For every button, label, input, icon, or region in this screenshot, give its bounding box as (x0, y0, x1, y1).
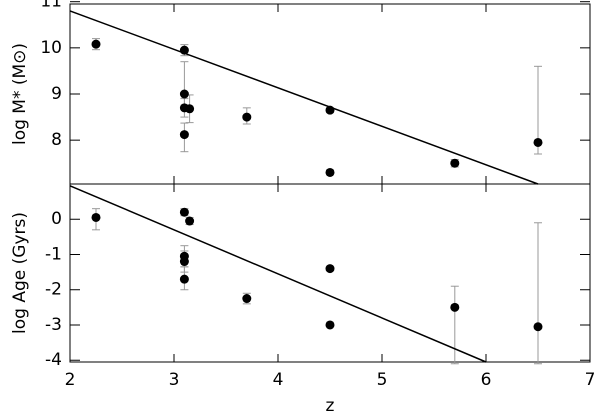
x-axis-label: z (326, 396, 335, 416)
data-point (179, 207, 189, 217)
x-tick-label: 4 (273, 370, 284, 390)
y-tick-label: 0 (51, 209, 62, 229)
y-tick-label: -2 (45, 280, 62, 300)
data-point (179, 257, 189, 267)
data-point (179, 89, 189, 99)
data-point (179, 274, 189, 284)
data-point (185, 104, 195, 114)
data-point (91, 39, 101, 49)
data-point (242, 294, 252, 304)
data-point (450, 302, 460, 312)
x-tick-label: 6 (481, 370, 492, 390)
y-tick-label: -3 (45, 315, 62, 335)
y-tick-label: 9 (51, 84, 62, 104)
x-tick-label: 2 (65, 370, 76, 390)
data-point (91, 212, 101, 222)
data-point (179, 130, 189, 140)
data-point (325, 264, 335, 274)
y-tick-label: 10 (40, 38, 62, 58)
data-point (450, 158, 460, 168)
x-tick-label: 7 (585, 370, 596, 390)
y-tick-label: -4 (45, 350, 62, 370)
x-tick-label: 3 (169, 370, 180, 390)
x-tick-label: 5 (377, 370, 388, 390)
y-tick-label: 8 (51, 130, 62, 150)
data-point (533, 137, 543, 147)
data-point (325, 320, 335, 330)
fit-line (69, 185, 487, 363)
data-point (533, 322, 543, 332)
data-point (325, 167, 335, 177)
plot-frame (69, 183, 591, 363)
plot-frame (69, 3, 591, 185)
data-point (242, 112, 252, 122)
y-axis-label: log Age (Gyrs) (10, 212, 30, 334)
data-point (185, 216, 195, 226)
y-axis-label: log M* (M⊙) (10, 43, 30, 145)
y-tick-label: -1 (45, 244, 62, 264)
fit-line (69, 10, 539, 185)
y-tick-label: 11 (40, 0, 62, 12)
